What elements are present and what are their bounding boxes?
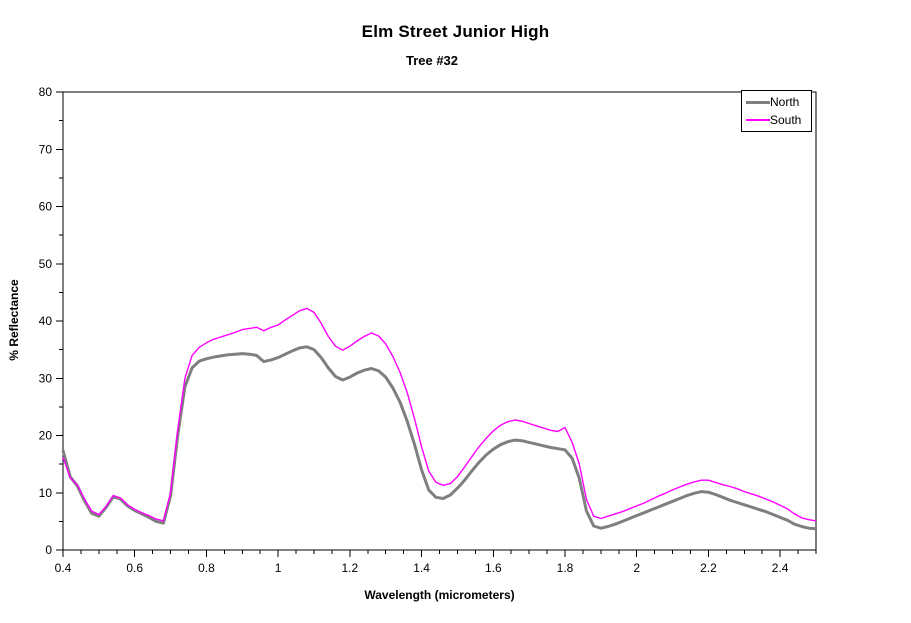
x-tick-label: 2.2 xyxy=(700,561,717,575)
x-tick-label: 1.2 xyxy=(342,561,359,575)
x-tick-label: 1.6 xyxy=(485,561,502,575)
y-tick-label: 20 xyxy=(39,429,53,443)
series-line-north xyxy=(61,345,817,531)
chart-title: Elm Street Junior High xyxy=(361,22,550,41)
legend-item-south: South xyxy=(746,111,811,129)
south-line-swatch-icon xyxy=(746,119,770,121)
y-tick-label: 0 xyxy=(45,543,52,557)
x-tick-label: 1.8 xyxy=(557,561,574,575)
y-tick-label: 30 xyxy=(39,371,53,385)
north-line-swatch-icon xyxy=(746,100,770,104)
chart-subtitle: Tree #32 xyxy=(405,53,459,68)
x-tick-label: 0.8 xyxy=(198,561,215,575)
x-tick-label: 1 xyxy=(275,561,282,575)
y-tick-label: 10 xyxy=(39,486,53,500)
x-tick-label: 2 xyxy=(633,561,640,575)
x-tick-label: 0.4 xyxy=(55,561,72,575)
y-tick-label: 80 xyxy=(39,85,53,99)
x-tick-label: 0.6 xyxy=(126,561,143,575)
y-tick-label: 40 xyxy=(39,314,53,328)
y-tick-label: 50 xyxy=(39,257,53,271)
x-tick-label: 1.4 xyxy=(413,561,430,575)
legend-label-south: South xyxy=(770,113,802,127)
y-tick-label: 60 xyxy=(39,200,53,214)
x-axis-title: Wavelength (micrometers) xyxy=(364,588,515,602)
x-tick-label: 2.4 xyxy=(772,561,789,575)
legend-item-north: North xyxy=(746,93,811,111)
series-line-south xyxy=(62,307,817,522)
y-tick-label: 70 xyxy=(39,142,53,156)
legend-label-north: North xyxy=(770,95,800,109)
legend: North South xyxy=(741,90,812,132)
